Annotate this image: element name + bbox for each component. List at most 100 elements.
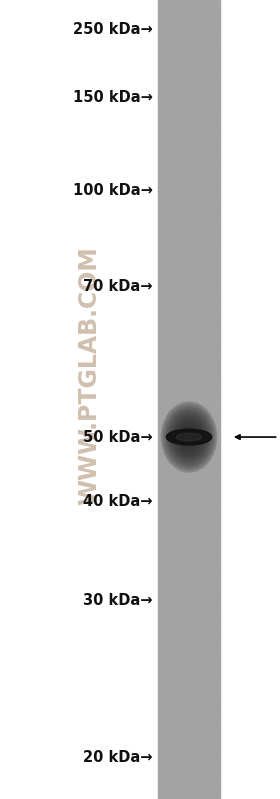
- Point: [194, 433, 199, 446]
- Point: [184, 788, 189, 799]
- Point: [170, 62, 175, 74]
- Point: [204, 523, 208, 536]
- Point: [186, 219, 191, 232]
- Point: [201, 107, 205, 120]
- Point: [189, 655, 194, 668]
- Point: [207, 299, 211, 312]
- Point: [205, 668, 209, 681]
- Point: [157, 339, 162, 352]
- Point: [197, 786, 202, 799]
- Point: [181, 200, 185, 213]
- Point: [213, 286, 217, 299]
- Point: [217, 376, 222, 388]
- Point: [207, 440, 212, 453]
- Point: [184, 341, 189, 354]
- Point: [164, 400, 169, 412]
- Point: [174, 725, 179, 737]
- Point: [203, 722, 208, 735]
- Point: [188, 600, 193, 613]
- Point: [214, 1, 218, 14]
- Point: [214, 652, 218, 665]
- Point: [186, 125, 191, 138]
- Point: [182, 262, 186, 275]
- Point: [162, 193, 167, 206]
- Point: [195, 252, 200, 264]
- Point: [158, 288, 162, 300]
- Point: [207, 129, 212, 141]
- Point: [189, 769, 193, 782]
- Point: [206, 636, 210, 649]
- Point: [196, 539, 200, 551]
- Point: [173, 729, 177, 742]
- Point: [216, 130, 220, 143]
- Point: [211, 554, 216, 566]
- Point: [166, 543, 171, 556]
- Point: [193, 181, 198, 194]
- Point: [162, 376, 167, 388]
- Point: [213, 678, 218, 690]
- Point: [187, 437, 191, 450]
- Point: [205, 393, 210, 406]
- Point: [198, 566, 202, 578]
- Point: [217, 177, 222, 190]
- Point: [188, 272, 192, 285]
- Point: [186, 680, 190, 693]
- Point: [167, 225, 172, 238]
- Point: [209, 211, 213, 224]
- Point: [193, 138, 198, 151]
- Point: [211, 380, 215, 393]
- Point: [157, 613, 161, 626]
- Point: [185, 453, 190, 466]
- Point: [166, 606, 170, 618]
- Point: [206, 378, 210, 391]
- Point: [164, 448, 168, 461]
- Point: [195, 231, 200, 244]
- Point: [172, 145, 177, 157]
- Point: [213, 674, 217, 686]
- Point: [200, 344, 204, 356]
- Point: [167, 611, 172, 624]
- Point: [192, 489, 197, 502]
- Point: [196, 296, 200, 308]
- Point: [177, 354, 181, 367]
- Point: [172, 605, 177, 618]
- Point: [207, 232, 211, 244]
- Point: [178, 493, 182, 506]
- Point: [211, 423, 215, 435]
- Point: [165, 188, 170, 201]
- Point: [211, 658, 215, 670]
- Point: [178, 42, 183, 54]
- Point: [180, 196, 184, 209]
- Point: [213, 139, 218, 152]
- Point: [170, 712, 174, 725]
- Point: [188, 222, 192, 235]
- Point: [209, 288, 213, 300]
- Point: [190, 344, 194, 357]
- Point: [189, 358, 194, 371]
- Point: [198, 716, 202, 729]
- Point: [197, 133, 201, 145]
- Point: [199, 338, 203, 351]
- Point: [176, 165, 180, 177]
- Point: [184, 439, 188, 451]
- Point: [179, 442, 183, 455]
- Point: [182, 29, 186, 42]
- Point: [177, 227, 181, 240]
- Point: [208, 413, 213, 426]
- Point: [182, 377, 186, 390]
- Point: [175, 224, 179, 237]
- Point: [177, 584, 181, 597]
- Point: [209, 287, 213, 300]
- Point: [162, 356, 166, 368]
- Point: [181, 611, 186, 624]
- Point: [210, 232, 214, 244]
- Point: [167, 10, 171, 23]
- Point: [204, 87, 209, 100]
- Point: [206, 197, 211, 209]
- Point: [179, 119, 184, 132]
- Point: [171, 569, 176, 582]
- Point: [176, 483, 180, 496]
- Point: [178, 400, 183, 413]
- Point: [196, 242, 200, 255]
- Point: [180, 495, 185, 508]
